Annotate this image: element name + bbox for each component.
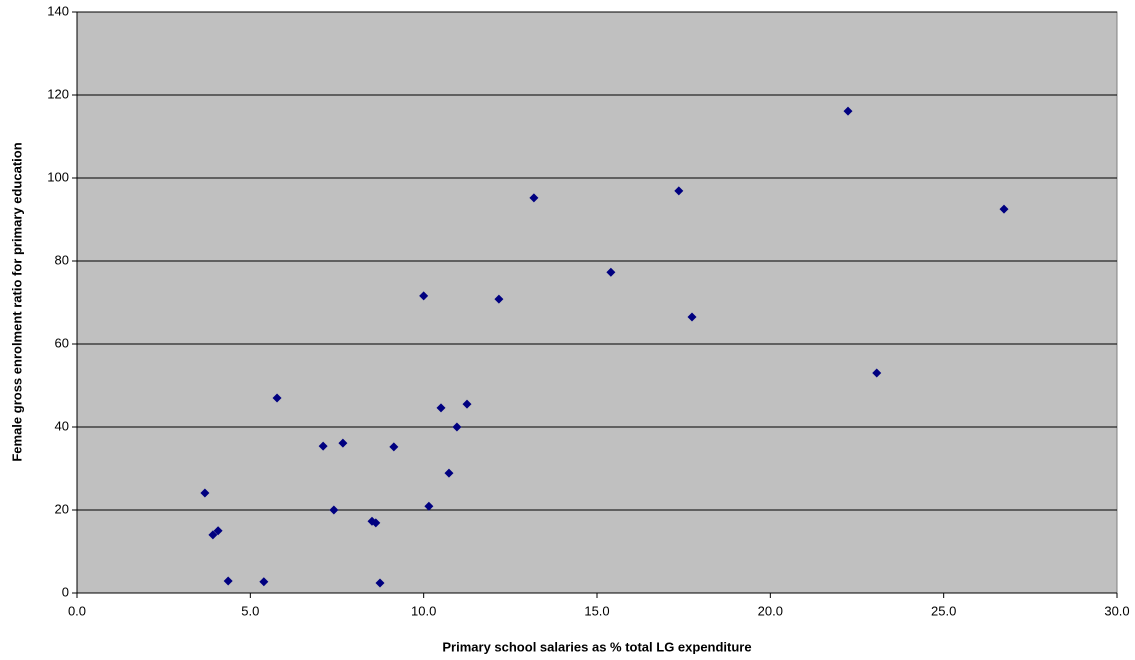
- y-tick-label: 20: [55, 501, 69, 516]
- x-tick-label: 20.0: [758, 603, 783, 618]
- y-tick-label: 0: [62, 584, 69, 599]
- data-point: [606, 267, 616, 277]
- data-point: [272, 393, 282, 403]
- y-axis-title: Female gross enrolment ratio for primary…: [9, 142, 24, 461]
- data-point: [687, 312, 697, 322]
- data-point: [318, 441, 328, 451]
- data-point: [329, 505, 339, 515]
- x-tick-label: 30.0: [1104, 603, 1129, 618]
- x-tick-label: 5.0: [241, 603, 259, 618]
- x-tick-label: 25.0: [931, 603, 956, 618]
- y-tick-label: 80: [55, 252, 69, 267]
- data-point: [444, 468, 454, 478]
- data-point: [674, 186, 684, 196]
- y-tick-label: 140: [47, 3, 69, 18]
- data-point: [389, 442, 399, 452]
- data-point: [371, 518, 381, 528]
- plot-area: [76, 11, 1118, 594]
- x-tick-label: 10.0: [411, 603, 436, 618]
- y-tick-label: 100: [47, 169, 69, 184]
- data-point: [999, 204, 1009, 214]
- data-point: [494, 294, 504, 304]
- data-point: [424, 501, 434, 511]
- x-axis-title: Primary school salaries as % total LG ex…: [442, 639, 751, 654]
- y-tick-label: 40: [55, 418, 69, 433]
- data-point: [872, 368, 882, 378]
- data-point: [338, 438, 348, 448]
- x-tick-label: 0.0: [68, 603, 86, 618]
- data-point: [529, 193, 539, 203]
- data-point: [843, 106, 853, 116]
- data-point: [436, 403, 446, 413]
- data-point: [452, 422, 462, 432]
- data-point: [259, 577, 269, 587]
- y-tick-label: 60: [55, 335, 69, 350]
- x-tick-label: 15.0: [584, 603, 609, 618]
- y-tick-label: 120: [47, 86, 69, 101]
- data-point: [223, 576, 233, 586]
- data-point: [200, 488, 210, 498]
- data-point: [208, 530, 218, 540]
- data-point: [419, 291, 429, 301]
- data-point: [375, 578, 385, 588]
- data-point: [462, 399, 472, 409]
- data-point: [213, 526, 223, 536]
